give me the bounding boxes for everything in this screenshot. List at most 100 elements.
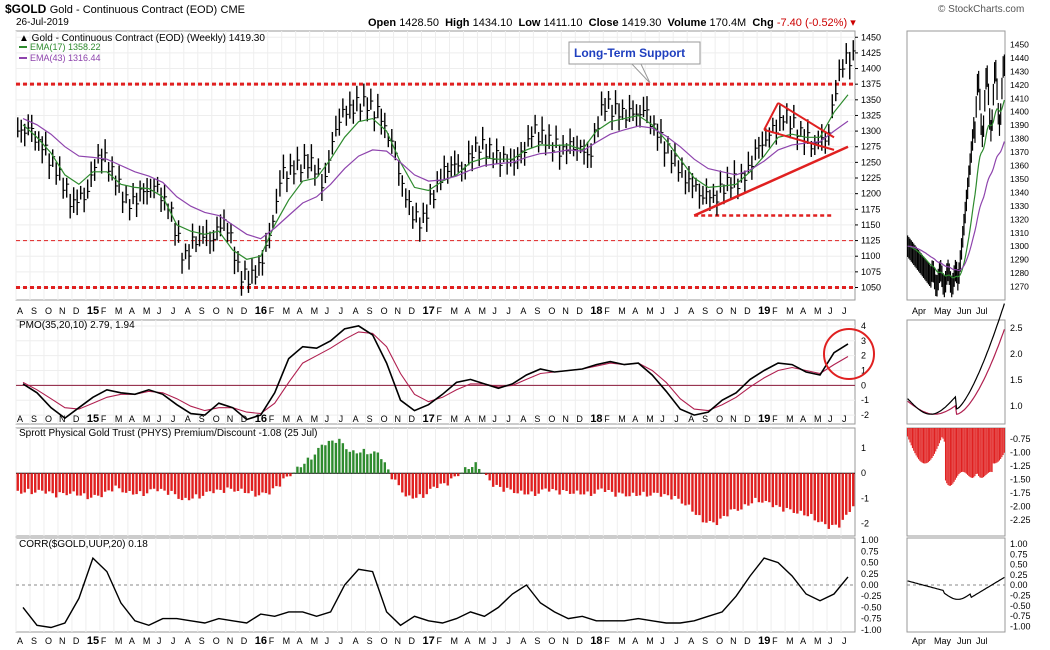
- x-label-pmo: A: [800, 414, 806, 424]
- x-label-top: A: [632, 306, 638, 316]
- x-label-bottom: M: [646, 636, 654, 646]
- daily-price-ytick-label: 1290: [1010, 255, 1029, 265]
- x-label-bottom: O: [548, 636, 555, 646]
- x-label-top: S: [367, 306, 373, 316]
- low-label: Low: [518, 17, 541, 29]
- phys-bar: [533, 473, 537, 496]
- price-ytick-label: 1400: [861, 64, 881, 74]
- daily-price-ytick-label: 1370: [1010, 147, 1029, 157]
- price-ytick-label: 1225: [861, 173, 881, 183]
- phys-bar: [436, 473, 439, 489]
- daily-phys-bar: [1002, 428, 1004, 456]
- triangle-left: [763, 102, 779, 131]
- daily-phys-bar: [974, 428, 976, 477]
- x-label-top: D: [73, 306, 80, 316]
- daily-corr-ytick-label: -1.00: [1010, 621, 1031, 631]
- daily-x-label-bottom: Jul: [976, 636, 988, 646]
- x-label-bottom: J: [674, 636, 679, 646]
- phys-bar: [23, 473, 26, 493]
- phys-bar: [16, 473, 19, 491]
- open-value: 1428.50: [399, 17, 439, 29]
- daily-x-label-top: Jul: [976, 306, 988, 316]
- x-label-pmo: F: [101, 414, 107, 424]
- price-ytick-label: 1300: [861, 126, 881, 136]
- phys-bar: [191, 473, 194, 499]
- x-label-bottom: A: [800, 636, 806, 646]
- x-label-top: O: [45, 306, 52, 316]
- phys-bar: [708, 473, 712, 522]
- x-label-top: S: [702, 306, 708, 316]
- daily-phys-bar: [918, 428, 920, 460]
- x-label-top: S: [199, 306, 205, 316]
- daily-price-ytick-label: 1330: [1010, 201, 1029, 211]
- phys-bar: [317, 447, 320, 474]
- volume-label: Volume: [667, 17, 707, 29]
- phys-bar: [352, 450, 355, 474]
- x-label-bottom: A: [129, 636, 135, 646]
- x-label-pmo: D: [744, 414, 751, 424]
- daily-phys-bar: [980, 428, 982, 478]
- x-label-bottom: F: [101, 636, 107, 646]
- phys-bar: [397, 473, 400, 486]
- price-ytick-label: 1100: [861, 251, 880, 261]
- copyright[interactable]: © StockCharts.com: [938, 4, 1025, 15]
- phys-bar: [764, 473, 768, 501]
- x-label-bottom: N: [59, 636, 65, 646]
- daily-price-ytick-label: 1320: [1010, 214, 1029, 224]
- daily-phys-bar: [943, 428, 945, 442]
- x-label-bottom: M: [786, 636, 794, 646]
- x-label-pmo: O: [45, 414, 52, 424]
- x-label-top: J: [325, 306, 330, 316]
- phys-bar: [313, 454, 317, 474]
- x-label-top: A: [17, 306, 23, 316]
- x-label-pmo: S: [31, 414, 37, 424]
- corr-ytick-label: -1.00: [861, 625, 882, 635]
- phys-bar: [768, 473, 771, 503]
- daily-phys-bar: [914, 428, 916, 454]
- x-label-pmo: N: [395, 414, 402, 424]
- daily-phys-bar: [920, 428, 922, 462]
- phys-bar: [652, 473, 656, 493]
- daily-phys-bar: [929, 428, 931, 462]
- phys-bar: [285, 473, 289, 477]
- x-label-top: A: [464, 306, 470, 316]
- price-ytick-label: 1425: [861, 48, 881, 58]
- phys-bar: [491, 473, 495, 487]
- x-label-top: J: [171, 306, 176, 316]
- phys-bar: [852, 473, 855, 507]
- x-label-pmo: N: [59, 414, 65, 424]
- triangle-upper: [777, 102, 835, 139]
- daily-price-ytick-label: 1350: [1010, 174, 1029, 184]
- x-label-top: J: [660, 306, 665, 316]
- corr-line: [22, 556, 849, 629]
- phys-bar: [341, 443, 345, 474]
- phys-bar: [694, 473, 698, 515]
- x-label-top: M: [143, 306, 151, 316]
- daily-price-ytick-label: 1440: [1010, 53, 1029, 63]
- phys-bar: [289, 473, 292, 477]
- phys-bar: [471, 467, 474, 474]
- x-label-bottom: J: [842, 636, 847, 646]
- phys-bar: [324, 445, 327, 474]
- daily-price-ytick-label: 1300: [1010, 241, 1029, 251]
- x-label-top: F: [772, 306, 778, 316]
- x-label-bottom: O: [213, 636, 220, 646]
- phys-bar: [439, 473, 442, 484]
- phys-bar: [670, 473, 673, 500]
- x-label-pmo: J: [157, 414, 162, 424]
- phys-bar: [733, 473, 736, 510]
- price-daily-panel-frame: [906, 30, 1006, 301]
- phys-bar: [775, 473, 778, 506]
- x-label-pmo: 17: [423, 413, 435, 425]
- phys-bar: [257, 473, 261, 496]
- daily-price-ytick-label: 1400: [1010, 107, 1029, 117]
- daily-phys-bar: [979, 428, 981, 478]
- daily-price-ytick-label: 1340: [1010, 187, 1029, 197]
- phys-bar: [205, 473, 208, 492]
- x-label-pmo: N: [730, 414, 737, 424]
- daily-pmo-ytick-label: 2.0: [1010, 349, 1023, 359]
- x-label-bottom: 16: [255, 635, 267, 647]
- phys-bar: [827, 473, 830, 529]
- daily-phys-bar: [910, 428, 912, 446]
